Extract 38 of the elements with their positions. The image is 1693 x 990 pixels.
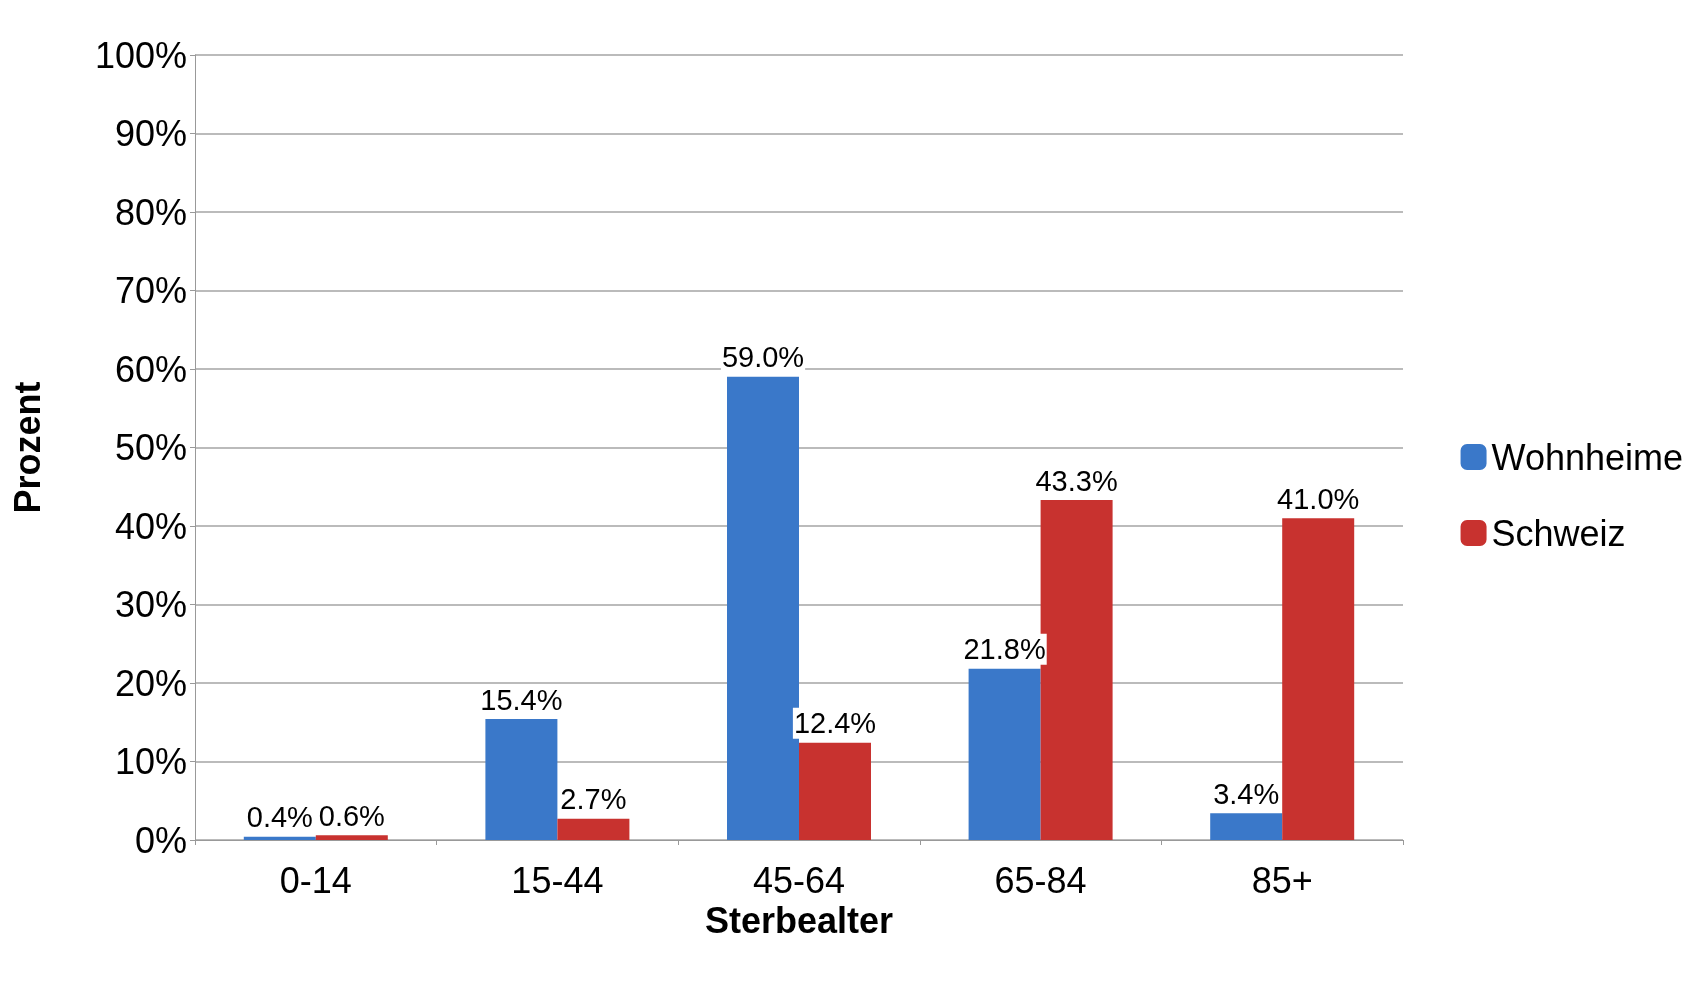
bar (799, 742, 871, 840)
bar (968, 668, 1041, 840)
data-label: 3.4% (1213, 777, 1280, 810)
data-label: 0.4% (246, 801, 313, 834)
y-axis-title: Prozent (6, 381, 48, 514)
y-tick-label: 30% (114, 584, 187, 625)
data-label: 15.4% (480, 683, 563, 716)
bar (1210, 813, 1283, 840)
bar (243, 836, 316, 840)
y-tick-label: 10% (114, 741, 187, 782)
data-label: 12.4% (793, 707, 877, 740)
x-tick-label: 85+ (1251, 859, 1313, 901)
x-tick-label: 45-64 (752, 859, 846, 901)
x-tick-label: 0-14 (279, 859, 352, 901)
data-label: 41.0% (1277, 482, 1360, 515)
y-tick-label: 70% (114, 270, 187, 311)
y-tick-label: 50% (114, 427, 187, 468)
y-tick-label: 0% (134, 819, 187, 861)
bar (315, 835, 388, 840)
bar (1282, 518, 1355, 840)
data-label: 0.6% (318, 799, 385, 832)
x-tick-label: 65-84 (994, 859, 1087, 901)
data-label: 59.0% (721, 341, 805, 374)
y-tick-label: 90% (114, 113, 187, 154)
y-tick-label: 60% (114, 348, 187, 390)
legend-label: Schweiz (1491, 512, 1626, 554)
legend-label: Wohnheime (1491, 436, 1684, 478)
y-tick-label: 80% (114, 191, 187, 233)
data-label: 2.7% (560, 783, 627, 816)
bar (485, 719, 558, 840)
data-label: 43.3% (1035, 464, 1118, 497)
data-label: 21.8% (963, 633, 1046, 666)
y-tick-label: 20% (114, 662, 187, 704)
bar (557, 818, 630, 840)
y-tick-label: 100% (94, 34, 187, 76)
y-tick-label: 40% (114, 505, 187, 547)
x-axis-title: Sterbealter (704, 900, 894, 942)
x-tick-label: 15-44 (511, 859, 604, 901)
